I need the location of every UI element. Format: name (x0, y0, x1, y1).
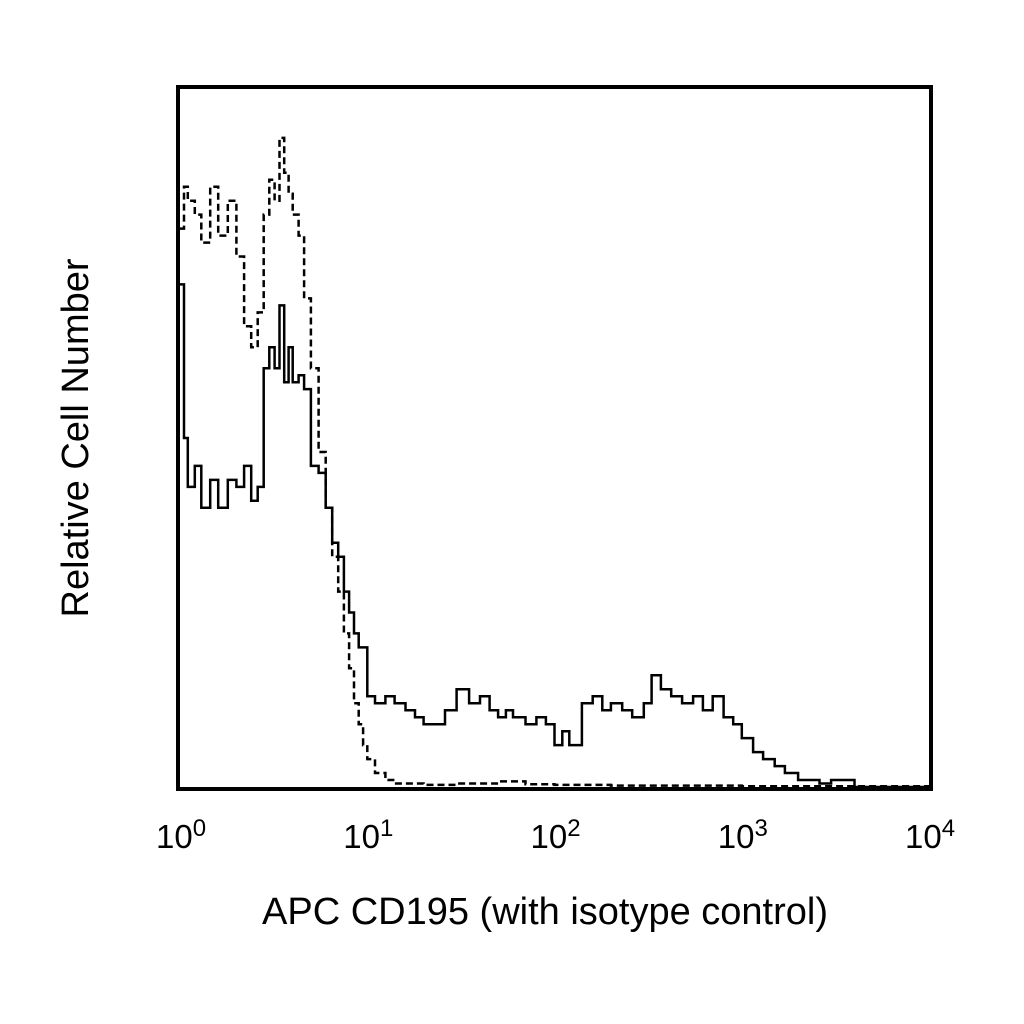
x-tick-label: 100 (156, 815, 206, 855)
series-line-dashed (180, 136, 931, 788)
y-axis-label: Relative Cell Number (55, 258, 97, 617)
series-layer (180, 136, 931, 789)
x-tick-label: 102 (531, 815, 581, 855)
x-tick-label: 103 (718, 815, 768, 855)
x-tick-label: 104 (905, 815, 955, 855)
x-tick-label: 101 (343, 815, 393, 855)
x-tick-labels: 100 101 102 103 104 (156, 815, 955, 855)
plot-frame (176, 85, 933, 791)
x-axis-label: APC CD195 (with isotype control) (262, 891, 828, 933)
series-line-solid (180, 283, 929, 789)
